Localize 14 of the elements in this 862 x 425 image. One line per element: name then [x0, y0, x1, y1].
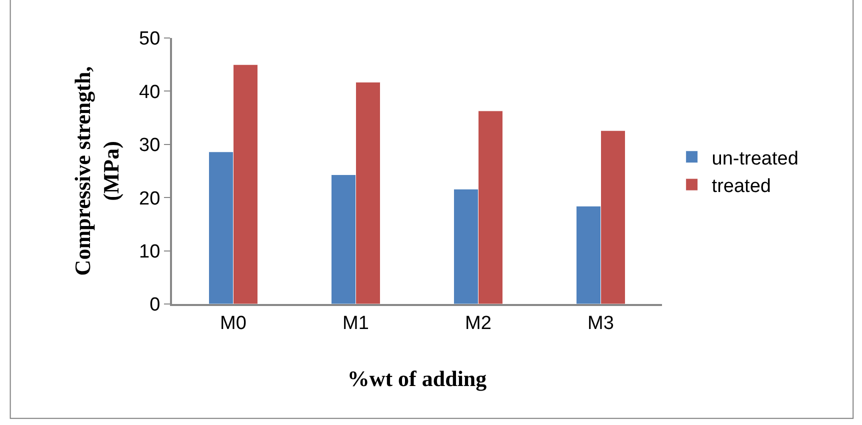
y-tick-label: 50: [139, 28, 160, 50]
y-tick-label: 10: [139, 241, 160, 262]
x-tick-label: M1: [342, 312, 369, 334]
x-tick-label: M2: [465, 312, 492, 334]
legend-label: un-treated: [712, 148, 798, 170]
y-tick-label: 0: [150, 294, 160, 316]
x-axis-title: %wt of adding: [347, 366, 487, 392]
x-tick-label: M0: [220, 312, 246, 334]
y-axis-title: Compressive strength, (MPa): [70, 66, 124, 276]
y-tick-label: 20: [139, 188, 160, 210]
y-tick-label: 30: [139, 135, 160, 156]
y-tick-label: 40: [139, 82, 160, 103]
x-tick-label: M3: [588, 312, 614, 334]
legend-label: treated: [712, 176, 771, 197]
